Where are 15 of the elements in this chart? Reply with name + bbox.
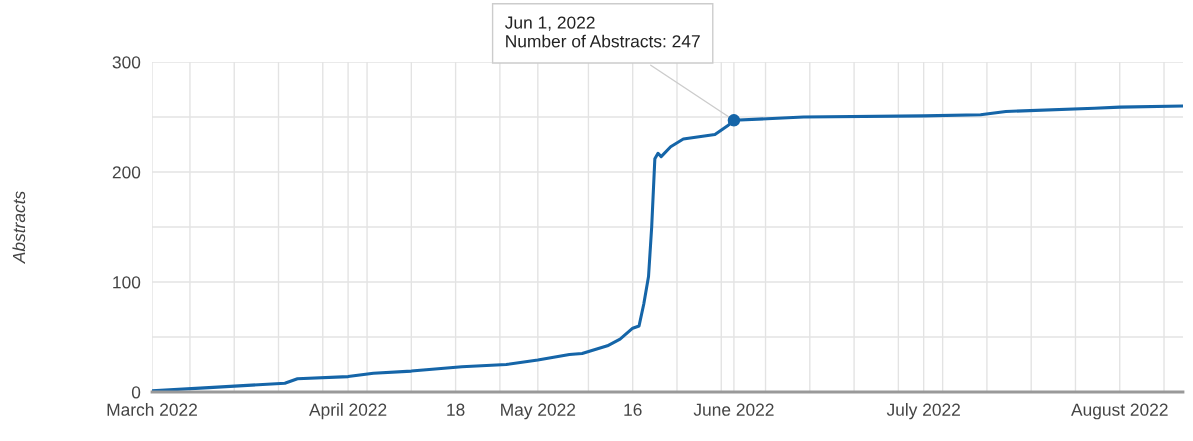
x-tick-label: March 2022 bbox=[107, 403, 197, 416]
x-tick-label: 18 bbox=[447, 403, 465, 416]
y-tick-label: 300 bbox=[112, 56, 141, 69]
x-tick-label: July 2022 bbox=[886, 403, 960, 420]
x-tick-label: 16 bbox=[624, 403, 642, 416]
y-axis-title: Abstracts bbox=[12, 191, 26, 265]
x-tick-label: April 2022 bbox=[309, 403, 387, 420]
y-tick-label: 200 bbox=[112, 166, 141, 179]
x-tick-label: June 2022 bbox=[693, 403, 774, 416]
y-tick-label: 100 bbox=[113, 276, 141, 289]
annotation: Jun 1, 2022 Number of Abstracts: 247 bbox=[505, 16, 700, 48]
line-series bbox=[152, 104, 1183, 392]
x-tick-label: May 2022 bbox=[501, 403, 576, 420]
y-tick-label: 0 bbox=[131, 386, 141, 399]
x-tick-label: August 2022 bbox=[1071, 403, 1168, 420]
